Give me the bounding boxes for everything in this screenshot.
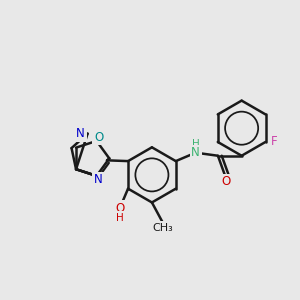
Text: O: O bbox=[94, 130, 103, 144]
Text: H: H bbox=[116, 213, 124, 223]
Text: N: N bbox=[76, 127, 85, 140]
Text: CH₃: CH₃ bbox=[152, 223, 173, 233]
Text: O: O bbox=[115, 202, 124, 215]
Text: H: H bbox=[192, 139, 200, 149]
Text: O: O bbox=[222, 175, 231, 188]
Text: N: N bbox=[191, 146, 200, 159]
Text: F: F bbox=[271, 136, 277, 148]
Text: N: N bbox=[94, 173, 103, 186]
